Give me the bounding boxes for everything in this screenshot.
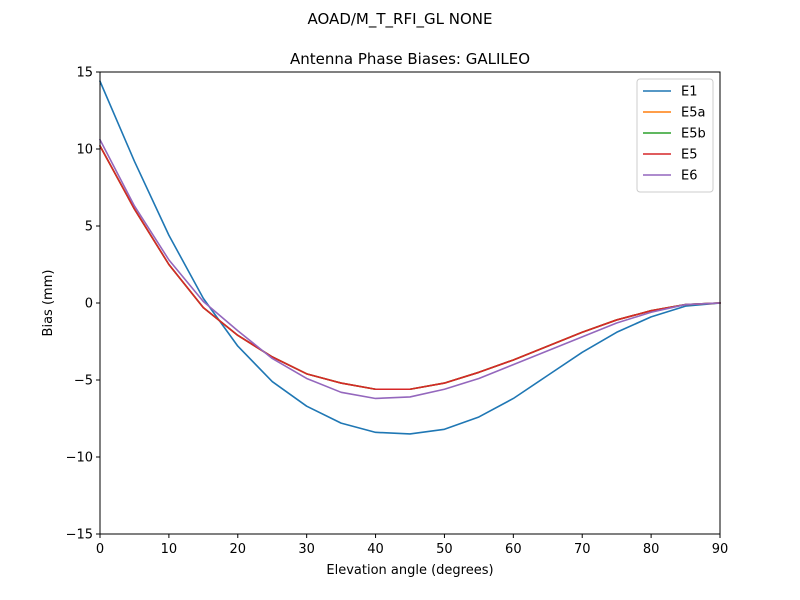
series-line-e5	[98, 144, 721, 391]
x-axis-label: Elevation angle (degrees)	[326, 563, 493, 578]
chart-title: Antenna Phase Biases: GALILEO	[290, 50, 530, 68]
x-tick-label: 80	[643, 542, 660, 557]
y-axis-label: Bias (mm)	[41, 270, 56, 337]
figure-suptitle: AOAD/M_T_RFI_GL NONE	[308, 10, 493, 29]
x-tick-label: 0	[96, 542, 104, 557]
y-axis: −15 −10 −5 0 5 10 15	[66, 66, 100, 543]
legend-label-e5b: E5b	[681, 127, 706, 142]
x-tick-label: 90	[712, 542, 729, 557]
y-tick-label: 15	[76, 66, 93, 81]
legend-label-e6: E6	[681, 169, 698, 184]
x-tick-label: 60	[505, 542, 522, 557]
legend-box	[636, 78, 714, 193]
x-tick-label: 20	[230, 542, 247, 557]
x-tick-label: 10	[161, 542, 178, 557]
y-tick-label: −15	[66, 528, 93, 543]
legend-label-e5: E5	[681, 148, 698, 163]
y-tick-label: 5	[85, 220, 93, 235]
x-tick-label: 40	[367, 542, 384, 557]
x-tick-label: 30	[298, 542, 315, 557]
y-tick-label: −5	[74, 374, 93, 389]
plot-area	[98, 80, 721, 435]
series-line-e1	[98, 80, 721, 435]
y-tick-label: 0	[85, 297, 93, 312]
axes-frame	[99, 71, 721, 535]
y-tick-label: −10	[66, 451, 93, 466]
series-line-e6	[98, 138, 721, 400]
x-tick-label: 70	[574, 542, 591, 557]
y-tick-label: 10	[76, 143, 93, 158]
x-axis: 0 10 20 30 40 50 60 70 80 90	[96, 534, 728, 557]
legend-label-e1: E1	[681, 85, 698, 100]
legend: E1 E5a E5b E5 E6	[636, 78, 714, 193]
legend-label-e5a: E5a	[681, 106, 705, 121]
x-tick-label: 50	[436, 542, 453, 557]
